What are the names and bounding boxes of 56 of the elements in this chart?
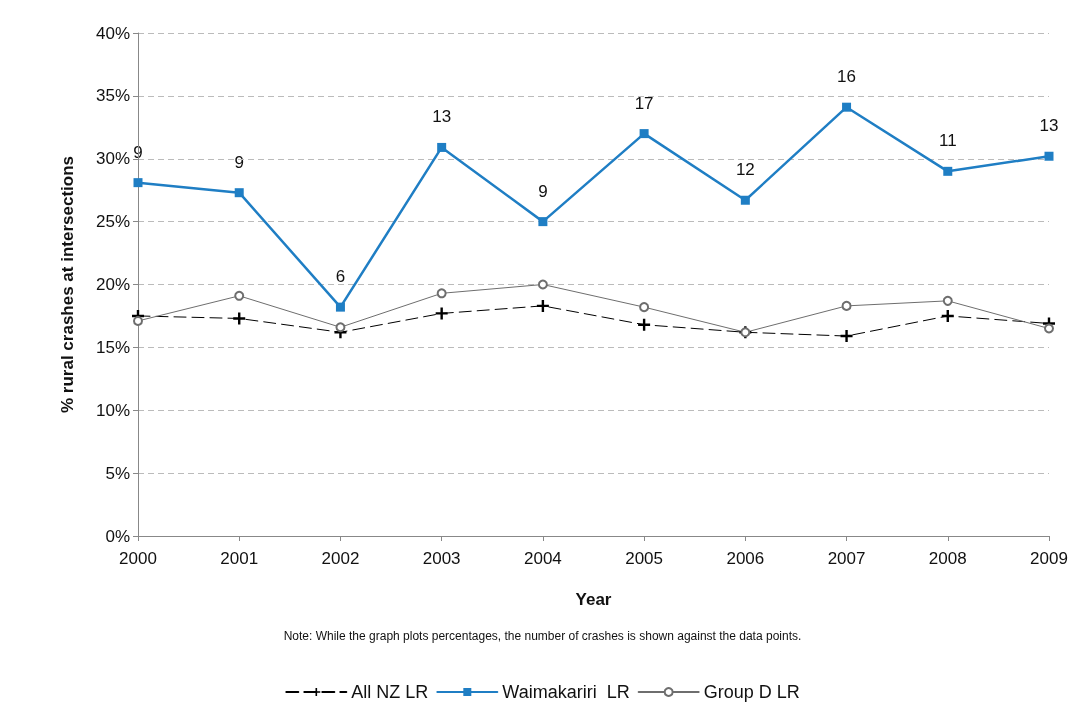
annotation: 9 [234,152,244,172]
legend-label: Group D LR [703,682,800,702]
point [840,330,853,343]
point [335,322,346,333]
annotation: 11 [938,131,957,151]
x-tick-label: 2009 [1030,549,1068,568]
legend-label: All NZ LR [351,682,429,702]
point [842,102,852,112]
y-tick-label: 10% [95,400,130,420]
annotation: 13 [432,107,452,127]
x-tick-label: 2007 [827,549,866,568]
y-tick-label: 15% [95,337,130,357]
annotation: 6 [335,267,346,287]
point [133,315,143,326]
annotation: 16 [837,67,857,87]
point [234,188,244,198]
point [1044,323,1054,334]
annotation: 13 [1039,116,1059,136]
point [1044,151,1054,161]
point [639,302,650,313]
annotation: 9 [538,181,548,201]
point [942,295,953,306]
x-tick-label: 2003 [422,549,461,568]
point [234,290,245,301]
point [538,217,548,227]
point [943,166,953,176]
annotation: 12 [735,160,755,180]
x-axis-title: Year [575,590,612,609]
point [537,279,548,290]
point [639,129,649,139]
annotation: 17 [634,93,654,113]
y-tick-label: 30% [95,149,130,169]
y-tick-label: 0% [105,526,130,546]
x-tick-label: 2004 [523,549,562,568]
legend-label: Waimakariri LR [502,682,630,702]
point [233,312,246,325]
x-tick-label: 2008 [928,549,967,568]
point [335,302,345,312]
y-tick-label: 40% [95,23,130,43]
x-tick-label: 2002 [321,549,360,568]
text: Note: While the graph plots percentages, the number of crashes is shown against the data points. [283,629,802,643]
point [437,142,447,152]
y-tick-label: 35% [95,86,130,106]
y-tick-label: 25% [95,212,130,232]
point [435,307,448,320]
x-tick-label: 2005 [625,549,664,568]
y-axis-title: % rural crashes at intersections [58,155,77,414]
y-tick-label: 20% [95,275,130,294]
x-tick-label: 2001 [220,549,259,568]
point [133,178,143,188]
x-tick-label: 2000 [119,549,157,568]
y-tick-label: 5% [105,463,130,483]
point [740,195,750,205]
x-tick-label: 2006 [726,549,765,568]
point [436,288,447,299]
point [841,300,852,311]
